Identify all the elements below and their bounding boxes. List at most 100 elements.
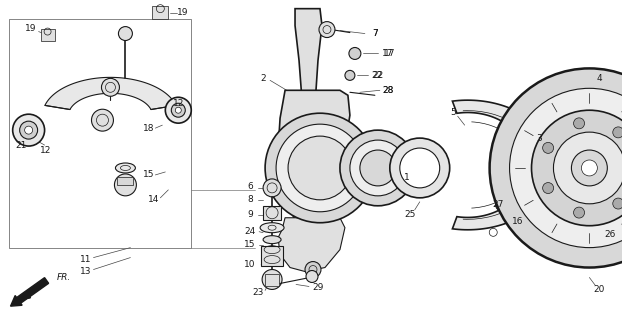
Circle shape	[613, 198, 623, 209]
Circle shape	[319, 22, 335, 37]
Circle shape	[503, 137, 556, 189]
Circle shape	[268, 126, 352, 210]
Bar	[153, 6, 168, 19]
Circle shape	[541, 144, 548, 151]
Bar	[40, 28, 55, 41]
Circle shape	[175, 107, 181, 113]
Circle shape	[553, 132, 623, 204]
Ellipse shape	[260, 223, 284, 233]
Circle shape	[92, 109, 113, 131]
Text: 12: 12	[40, 146, 51, 155]
Text: 12: 12	[173, 99, 184, 108]
Circle shape	[581, 160, 597, 176]
Polygon shape	[278, 90, 350, 222]
Circle shape	[548, 159, 555, 166]
Text: 9: 9	[247, 210, 253, 219]
Text: 16: 16	[511, 217, 523, 226]
Text: 13: 13	[80, 267, 91, 276]
Text: 24: 24	[244, 227, 256, 236]
Circle shape	[526, 138, 533, 145]
Circle shape	[504, 159, 511, 166]
Polygon shape	[278, 218, 345, 271]
Bar	[261, 246, 283, 266]
Text: 2: 2	[260, 74, 266, 83]
Circle shape	[531, 110, 623, 226]
Text: 21: 21	[15, 140, 26, 149]
Circle shape	[360, 150, 396, 186]
Text: 28: 28	[382, 86, 394, 95]
Bar	[265, 274, 279, 286]
Circle shape	[282, 140, 338, 196]
Text: 28: 28	[382, 86, 394, 95]
Bar	[9, 19, 191, 248]
Circle shape	[306, 270, 318, 283]
Circle shape	[400, 148, 440, 188]
Circle shape	[288, 136, 352, 200]
Circle shape	[543, 183, 554, 194]
Circle shape	[490, 68, 623, 268]
Text: 11: 11	[80, 255, 91, 264]
Text: 18: 18	[143, 124, 154, 132]
Polygon shape	[452, 100, 556, 230]
Circle shape	[571, 150, 607, 186]
Text: 19: 19	[176, 8, 188, 17]
Text: 3: 3	[536, 133, 543, 143]
Circle shape	[510, 175, 518, 182]
Circle shape	[510, 88, 623, 248]
Text: 14: 14	[148, 195, 159, 204]
Circle shape	[25, 126, 32, 134]
Circle shape	[349, 47, 361, 60]
Circle shape	[20, 121, 37, 139]
Text: 23: 23	[252, 288, 264, 297]
Text: FR.: FR.	[57, 273, 71, 282]
Circle shape	[12, 114, 45, 146]
Circle shape	[495, 199, 508, 211]
Circle shape	[543, 142, 554, 153]
Text: 4: 4	[597, 74, 602, 83]
Text: 26: 26	[605, 230, 616, 239]
Circle shape	[390, 138, 450, 198]
Circle shape	[115, 174, 136, 196]
Text: 17: 17	[384, 49, 396, 58]
Text: 1: 1	[404, 173, 410, 182]
Circle shape	[526, 181, 533, 188]
Text: 15: 15	[143, 171, 154, 180]
Text: 17: 17	[382, 49, 394, 58]
Text: 15: 15	[244, 240, 256, 249]
Text: 22: 22	[372, 71, 384, 80]
Circle shape	[350, 140, 406, 196]
Text: 8: 8	[247, 195, 253, 204]
Circle shape	[492, 125, 568, 201]
Text: 27: 27	[492, 200, 503, 209]
Text: 7: 7	[372, 29, 378, 38]
Text: 6: 6	[247, 182, 253, 191]
Bar	[117, 177, 133, 185]
Circle shape	[574, 118, 584, 129]
Circle shape	[345, 70, 355, 80]
Text: 10: 10	[244, 260, 256, 269]
Circle shape	[541, 175, 548, 182]
Text: 29: 29	[312, 283, 324, 292]
Text: 25: 25	[404, 210, 416, 219]
Text: 7: 7	[372, 29, 378, 38]
Circle shape	[510, 144, 518, 151]
Circle shape	[276, 124, 364, 212]
Circle shape	[265, 113, 375, 223]
Circle shape	[171, 103, 185, 117]
Circle shape	[165, 97, 191, 123]
Ellipse shape	[115, 163, 135, 173]
Text: 5: 5	[450, 108, 455, 117]
Circle shape	[340, 130, 416, 206]
FancyArrow shape	[11, 278, 49, 306]
Circle shape	[118, 27, 133, 41]
Circle shape	[574, 207, 584, 218]
Text: 19: 19	[25, 24, 36, 33]
Circle shape	[523, 156, 536, 170]
Circle shape	[515, 148, 545, 178]
Circle shape	[305, 261, 321, 277]
Circle shape	[263, 179, 281, 197]
Circle shape	[613, 127, 623, 138]
Circle shape	[506, 212, 518, 224]
Text: 22: 22	[371, 71, 383, 80]
Ellipse shape	[263, 236, 281, 244]
